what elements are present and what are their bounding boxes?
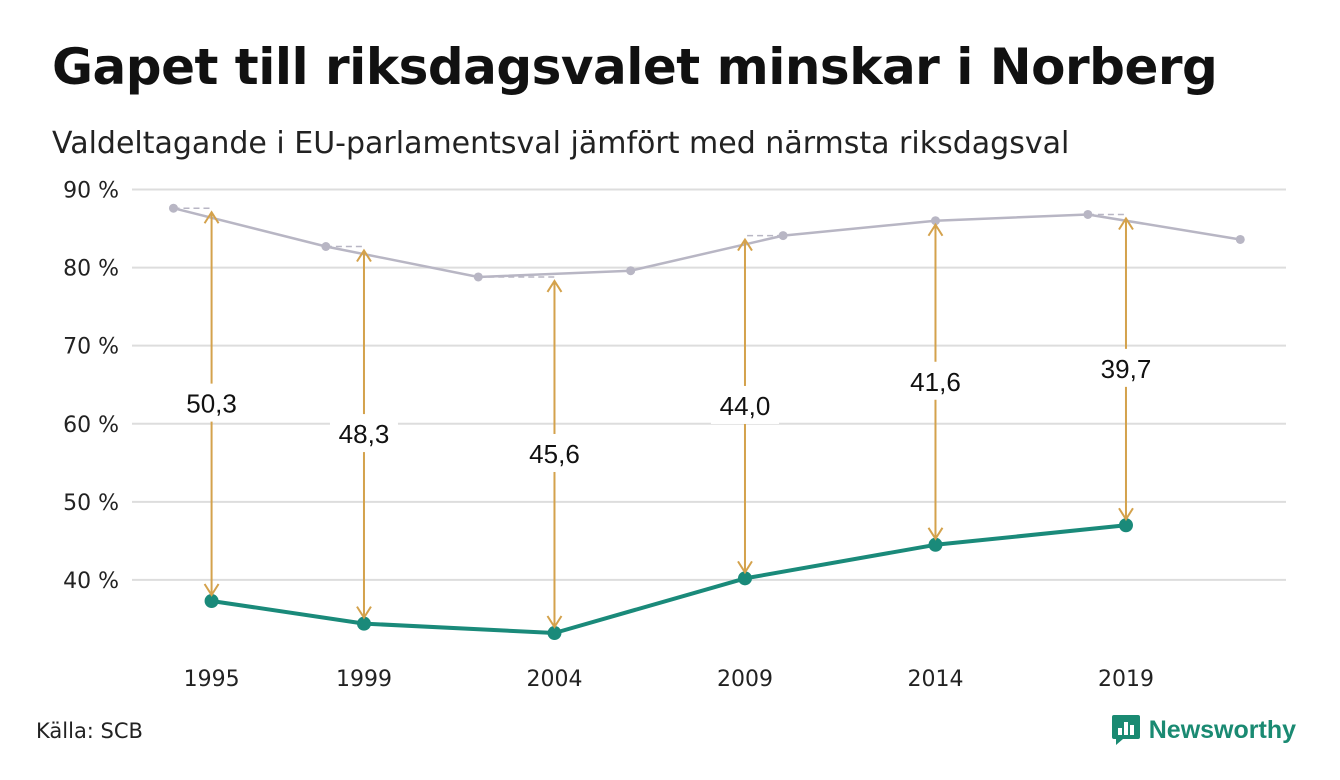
eu-line bbox=[209, 523, 1128, 635]
y-tick-label: 60 % bbox=[63, 413, 119, 438]
gap-label: 41,6 bbox=[910, 367, 961, 397]
gap-annotations: 50,3 48,3 45,6 44,0 41,6 39,7 bbox=[173, 207, 1160, 629]
y-tick-label: 70 % bbox=[63, 335, 119, 360]
gap-label-bg bbox=[710, 385, 779, 424]
gap-label-bg bbox=[329, 414, 398, 453]
chart: 90 % 80 % 70 % 60 % 50 % 40 % 1995 1999 2004 200… bbox=[63, 179, 1286, 692]
gap-label-bg bbox=[901, 361, 970, 400]
gap-arrowhead-down bbox=[737, 560, 753, 575]
gap-arrowhead-up bbox=[356, 248, 372, 263]
gap-label-bg bbox=[520, 433, 589, 472]
y-tick-label: 90 % bbox=[63, 179, 119, 204]
gap-arrowhead-up bbox=[927, 222, 944, 237]
y-tick-label: 50 % bbox=[63, 491, 119, 516]
gap-arrowhead-up bbox=[546, 279, 563, 293]
x-tick-label: 1995 bbox=[184, 667, 240, 692]
gridlines bbox=[132, 188, 1286, 581]
eu-point bbox=[737, 571, 752, 586]
gap-label: 50,3 bbox=[186, 389, 237, 419]
y-tick-label: 40 % bbox=[63, 569, 119, 594]
gap-label: 48,3 bbox=[339, 419, 390, 449]
riksdag-point bbox=[930, 216, 940, 226]
newsworthy-logo-icon bbox=[1111, 715, 1140, 745]
chart-subtitle: Valdeltagande i EU-parlamentsval jämfört… bbox=[52, 126, 1070, 161]
gap-label: 39,7 bbox=[1101, 354, 1152, 384]
x-tick-label: 2019 bbox=[1098, 667, 1154, 692]
gap-arrowhead-up bbox=[737, 237, 753, 252]
gap-arrowhead-down bbox=[927, 527, 944, 541]
chart-title: Gapet till riksdagsvalet minskar i Norbe… bbox=[52, 38, 1218, 96]
x-tick-label: 1999 bbox=[336, 667, 392, 692]
eu-point bbox=[547, 626, 562, 641]
x-tick-label: 2014 bbox=[907, 667, 963, 692]
gap-label: 44,0 bbox=[720, 391, 771, 421]
eu-series bbox=[204, 518, 1133, 641]
x-tick-label: 2009 bbox=[717, 667, 773, 692]
eu-point bbox=[356, 616, 371, 631]
riksdag-series bbox=[168, 203, 1245, 282]
riksdag-point bbox=[626, 266, 636, 276]
gap-arrowhead-up bbox=[203, 210, 220, 224]
eu-point bbox=[1118, 518, 1133, 533]
riksdag-line bbox=[172, 206, 1242, 279]
y-axis: 90 % 80 % 70 % 60 % 50 % 40 % bbox=[63, 179, 119, 594]
gap-label-bg bbox=[177, 383, 246, 422]
x-axis: 1995 1999 2004 2009 2014 2019 bbox=[184, 667, 1154, 692]
source-note: Källa: SCB bbox=[36, 719, 143, 743]
gap-arrowhead-down bbox=[356, 606, 372, 620]
x-tick-label: 2004 bbox=[526, 667, 582, 692]
brand-logo: Newsworthy bbox=[1111, 713, 1296, 747]
riksdag-point bbox=[1235, 234, 1245, 244]
y-tick-label: 80 % bbox=[63, 257, 119, 282]
gap-arrowhead-down bbox=[203, 583, 220, 597]
gap-label: 45,6 bbox=[529, 439, 580, 469]
eu-point bbox=[204, 593, 219, 608]
brand-name: Newsworthy bbox=[1148, 715, 1296, 744]
gap-arrowhead-down bbox=[546, 615, 563, 629]
gap-arrowhead-up bbox=[1118, 216, 1134, 231]
eu-point bbox=[928, 537, 943, 552]
gap-label-bg bbox=[1091, 348, 1160, 387]
gap-arrowhead-down bbox=[1118, 507, 1134, 522]
